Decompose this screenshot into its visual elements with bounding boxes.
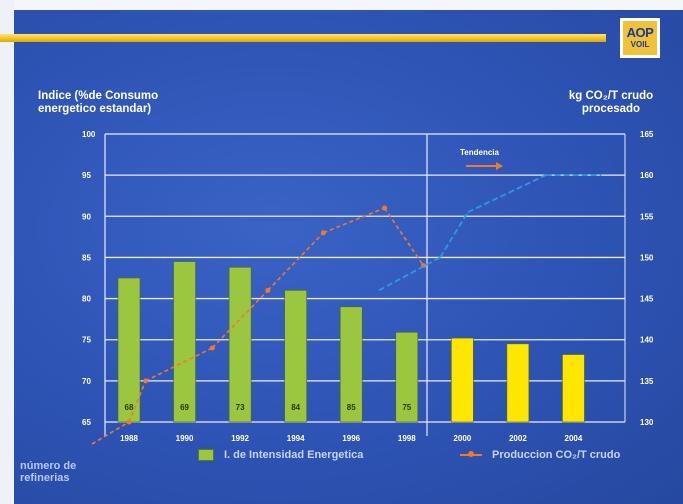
- refinery-count-label: 69: [180, 403, 189, 412]
- left-tick-label: 85: [82, 253, 91, 262]
- legend-label-bars: I. de Intensidad Energetica: [224, 449, 364, 461]
- bar: [506, 343, 530, 423]
- top-white-strip: [0, 0, 683, 10]
- left-tick-label: 100: [82, 130, 96, 139]
- tendencia-arrow-head: [496, 162, 503, 170]
- yellow-header-bar: [0, 34, 606, 42]
- bar: [562, 354, 585, 423]
- left-axis-title-line2: energetico estandar): [38, 103, 152, 115]
- left-tick-label: 95: [82, 171, 91, 180]
- legend-label-line: Produccion CO₂/T crudo: [492, 449, 621, 461]
- right-axis-title-line2: procesado: [581, 103, 641, 115]
- bar: [173, 261, 196, 423]
- left-white-strip: [0, 0, 14, 504]
- co2-line-segment: [323, 207, 385, 234]
- co2-line-segment: [211, 289, 269, 349]
- bar: [395, 332, 419, 423]
- refinery-note-line1: número de: [20, 460, 77, 472]
- trend-line-segment: [378, 256, 441, 292]
- refinery-count-label: 85: [347, 403, 356, 412]
- x-tick-label: 2000: [453, 434, 471, 443]
- right-tick-label: 155: [640, 212, 654, 221]
- right-tick-label: 140: [640, 336, 654, 345]
- x-tick-label: 1988: [120, 434, 138, 443]
- legend-swatch-line: [460, 451, 482, 458]
- x-tick-label: 2004: [565, 434, 583, 443]
- refinery-note-line2: refinerias: [20, 472, 70, 484]
- right-tick-label: 150: [640, 253, 654, 262]
- right-axis-title-line1: kg CO₂/T crudo: [568, 90, 654, 102]
- bar: [451, 337, 474, 423]
- co2-line-segment: [145, 347, 213, 382]
- bar: [339, 306, 363, 423]
- bar: [228, 267, 252, 423]
- x-tick-label: 1998: [398, 434, 416, 443]
- trend-line-segment: [467, 174, 547, 213]
- x-tick-label: 1996: [342, 434, 360, 443]
- trend-line-segment: [439, 211, 469, 258]
- right-tick-label: 135: [640, 377, 654, 386]
- bar: [284, 290, 307, 423]
- legend-swatch-bars: [198, 449, 214, 462]
- right-tick-label: 145: [640, 295, 654, 304]
- x-tick-label: 1994: [287, 434, 305, 443]
- left-tick-label: 65: [82, 418, 91, 427]
- left-tick-label: 80: [82, 295, 91, 304]
- left-tick-label: 70: [82, 377, 91, 386]
- tendencia-label: Tendencia: [460, 148, 500, 157]
- refinery-count-label: 73: [236, 403, 245, 412]
- co2-line-segment: [128, 380, 147, 423]
- co2-line-tail: [91, 421, 130, 445]
- right-tick-label: 165: [640, 130, 654, 139]
- bar: [117, 277, 141, 423]
- legend-item-bars: I. de Intensidad Energetica: [198, 449, 364, 462]
- left-tick-label: 90: [82, 212, 91, 221]
- x-tick-label: 1990: [176, 434, 194, 443]
- left-axis-title-line1: Indice (%de Consumo: [38, 90, 159, 102]
- legend-item-line: Produccion CO₂/T crudo: [460, 449, 620, 461]
- refinery-count-label: 84: [291, 403, 300, 412]
- x-tick-label: 1992: [231, 434, 249, 443]
- left-axis-title: Indice (%de Consumo energetico estandar): [38, 90, 158, 116]
- logo-text-top: AOP: [626, 25, 654, 40]
- aop-logo: AOP VOIL: [620, 18, 660, 58]
- co2-line-segment: [383, 207, 425, 267]
- right-tick-label: 160: [640, 171, 654, 180]
- left-tick-label: 75: [82, 336, 91, 345]
- refinery-count-label: 75: [402, 403, 411, 412]
- right-tick-label: 130: [640, 418, 654, 427]
- right-axis-title: kg CO₂/T crudo procesado: [556, 90, 666, 116]
- co2-line-segment: [267, 232, 325, 291]
- refinery-count-label: 68: [125, 403, 134, 412]
- logo-text-bottom: VOIL: [630, 40, 650, 49]
- x-tick-label: 2002: [509, 434, 527, 443]
- refinery-count-note: número de refinerias: [20, 460, 76, 484]
